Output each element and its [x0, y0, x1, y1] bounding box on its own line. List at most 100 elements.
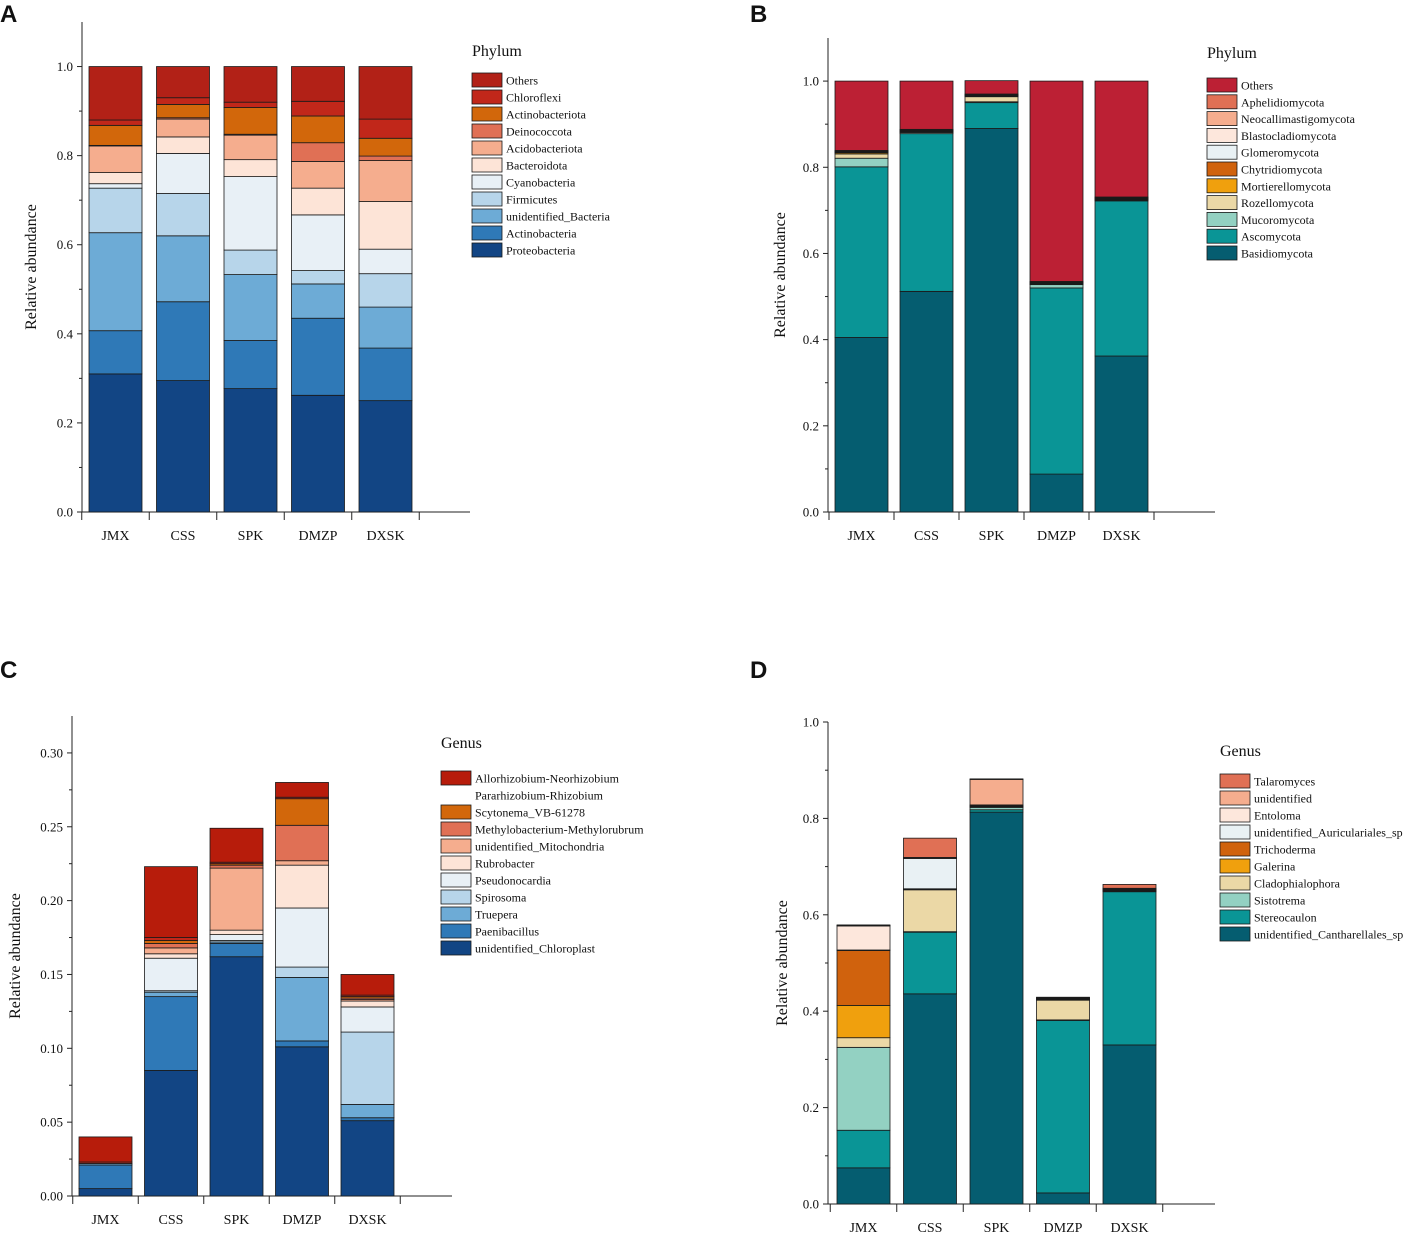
chart-a-legend-item-cyanobacteria: Cyanobacteria	[506, 176, 576, 190]
chart-d-legend-item-unidentified-auriculariales-sp: unidentified_Auriculariales_sp	[1254, 826, 1403, 840]
chart-b-bar-css-ascomycota	[899, 133, 954, 292]
chart-b-legend-item-blastocladiomycota: Blastocladiomycota	[1241, 129, 1337, 143]
chart-c-bar-dmzp-scytonema-vb-61278	[275, 798, 329, 826]
chart-b-bar-spk-basidiomycota	[964, 128, 1019, 513]
chart-a-bar-spk-acidobacteriota	[223, 134, 278, 161]
chart-c-y-axis-label: Relative abundance	[7, 893, 24, 1019]
chart-b-y-tick-label: 0.6	[803, 246, 820, 261]
chart-c-legend-item-rubrobacter: Rubrobacter	[475, 857, 534, 871]
chart-c-legend-swatch-rubrobacter	[440, 855, 472, 871]
chart-d-y-tick-label: 0.2	[803, 1100, 819, 1115]
chart-d-bar-css-cladophialophora	[903, 889, 957, 933]
chart-c-y-tick-label: 0.20	[40, 893, 63, 908]
chart-a-bar-jmx-cyanobacteria	[88, 183, 143, 189]
chart-c-bar-dmzp-pseudonocardia	[275, 907, 329, 968]
chart-a-x-tick-label-jmx: JMX	[101, 529, 129, 544]
chart-a-legend-item-deinococcota: Deinococcota	[506, 125, 573, 139]
chart-a-bar-dmzp-actinobacteria	[291, 317, 345, 396]
chart-b-bar-dmzp-ascomycota	[1029, 287, 1084, 475]
chart-c-bar-dmzp-spirosoma	[275, 966, 329, 978]
chart-c-bar-css-unidentified-mitochondria	[144, 947, 198, 955]
chart-c-legend-swatch-allorhizobium-neorhizobium	[440, 770, 472, 786]
chart-b-y-tick-label: 0.0	[803, 505, 819, 520]
chart-a-bar-spk-actinobacteria	[223, 340, 278, 390]
chart-c-bar-spk-unidentified-mitochondria	[209, 867, 264, 931]
chart-d-legend-swatch-unidentified-auriculariales-sp	[1219, 824, 1251, 840]
chart-a-bar-dxsk-actinobacteriota	[358, 137, 413, 157]
chart-c-x-tick-label-jmx: JMX	[91, 1213, 119, 1228]
chart-a-bar-spk-unidentified-bacteria	[223, 274, 278, 341]
chart-b-bar-dxsk-ascomycota	[1094, 200, 1149, 357]
chart-b-bar-dxsk-basidiomycota	[1094, 355, 1149, 513]
chart-a-bar-dxsk-actinobacteria	[358, 347, 413, 402]
chart-c-bar-spk-paenibacillus	[209, 943, 264, 958]
chart-a-bar-dxsk-acidobacteriota	[358, 160, 413, 202]
chart-c-bar-dmzp-truepera	[275, 977, 329, 1042]
chart-b-legend-swatch-chytridiomycota	[1206, 161, 1238, 177]
chart-d-y-tick-label: 1.0	[803, 715, 819, 730]
chart-b-bar-spk-others	[964, 80, 1019, 95]
chart-b-legend-swatch-glomeromycota	[1206, 144, 1238, 160]
chart-a-legend-item-acidobacteriota: Acidobacteriota	[506, 142, 583, 156]
chart-c-bar-jmx-paenibacillus	[78, 1164, 133, 1190]
chart-a-legend-swatch-others	[471, 72, 503, 88]
chart-d-bar-css-unidentified-cantharellales-sp	[903, 993, 957, 1205]
chart-d-bar-jmx-sistotrema	[836, 1046, 891, 1131]
chart-c-legend-title: Genus	[441, 735, 482, 752]
chart-d-legend-item-talaromyces: Talaromyces	[1254, 775, 1315, 789]
chart-c-legend-item-unidentified-chloroplast: unidentified_Chloroplast	[475, 942, 596, 956]
chart-a-bar-dxsk-others	[358, 66, 413, 120]
chart-b-y-tick-label: 1.0	[803, 74, 819, 89]
chart-a-bar-spk-bacteroidota	[223, 159, 278, 177]
chart-c-bar-jmx-allorhizobium-neorhizobium	[78, 1136, 133, 1163]
chart-b: B 0.0 0.2 0.4 0.6 0.8 1.0 Relative abundance JMX…	[750, 1, 1356, 544]
chart-d-bar-dmzp-talaromyces	[1036, 996, 1090, 999]
chart-a-panel-label: A	[0, 1, 17, 28]
chart-a-x-tick-label-spk: SPK	[238, 529, 264, 544]
chart-c-legend-item-allorhizobium-neorhizobium: Allorhizobium-Neorhizobium	[475, 772, 620, 786]
chart-a-legend-swatch-chloroflexi	[471, 89, 503, 105]
chart-c-bar-css-truepera	[144, 991, 198, 998]
chart-c-legend-swatch-unidentified-chloroplast	[440, 940, 472, 956]
chart-d-bar-jmx-talaromyces	[836, 924, 891, 926]
chart-b-bar-jmx-mucoromycota	[834, 157, 889, 168]
chart-b-legend-swatch-others	[1206, 77, 1238, 93]
chart-c-legend-swatch-truepera	[440, 906, 472, 922]
chart-a-legend-swatch-bacteroidota	[471, 157, 503, 173]
chart-a-y-tick-label: 0.2	[57, 415, 73, 430]
chart-b-legend-swatch-neocallimastigomycota	[1206, 111, 1238, 126]
chart-c-legend-swatch-methylobacterium-methylorubrum	[440, 821, 472, 837]
chart-d-legend-title: Genus	[1220, 743, 1261, 760]
chart-a-bar-spk-chloroflexi	[223, 101, 278, 108]
chart-d-bar-jmx-galerina	[836, 1005, 891, 1039]
chart-a-bar-dxsk-chloroflexi	[358, 118, 413, 139]
chart-d-y-axis-label: Relative abundance	[774, 900, 791, 1026]
chart-d-legend-item-trichoderma: Trichoderma	[1254, 843, 1316, 857]
chart-d-bar-jmx-stereocaulon	[836, 1129, 891, 1169]
chart-b-bar-css-basidiomycota	[899, 290, 954, 513]
chart-d-bar-jmx-trichoderma	[836, 950, 891, 1006]
chart-d-legend-item-galerina: Galerina	[1254, 860, 1296, 874]
chart-c-legend-item-pseudonocardia: Pseudonocardia	[475, 874, 552, 888]
chart-a-bar-dxsk-cyanobacteria	[358, 248, 413, 275]
chart-a-legend-swatch-acidobacteriota	[471, 140, 503, 156]
chart-a-bar-dxsk-firmicutes	[358, 273, 413, 308]
chart-c-legend-item-methylobacterium-methylorubrum: Methylobacterium-Methylorubrum	[475, 823, 644, 837]
chart-a-bar-jmx-actinobacteriota	[88, 124, 143, 146]
chart-c-x-tick-label-css: CSS	[159, 1213, 184, 1228]
chart-c-bar-dxsk-allorhizobium-neorhizobium	[340, 974, 395, 996]
chart-c-legend-item-paenibacillus: Paenibacillus	[475, 925, 539, 939]
chart-d-bar-css-talaromyces	[903, 837, 957, 858]
chart-c-legend-item-pararhizobium-rhizobium: Pararhizobium-Rhizobium	[475, 789, 604, 803]
chart-c-y-tick-label: 0.15	[40, 967, 63, 982]
chart-c-bar-css-pseudonocardia	[144, 957, 198, 992]
chart-b-bar-css-others	[899, 80, 954, 130]
chart-b-legend-item-rozellomycota: Rozellomycota	[1241, 196, 1314, 210]
chart-d-bar-jmx-cladophialophora	[836, 1037, 891, 1048]
chart-d-bar-spk-unidentified-cantharellales-sp	[969, 811, 1024, 1205]
chart-b-legend-item-glomeromycota: Glomeromycota	[1241, 146, 1320, 160]
chart-c-bar-css-allorhizobium-neorhizobium	[144, 866, 198, 938]
chart-a-bar-dmzp-cyanobacteria	[291, 214, 345, 271]
chart-b-x-tick-label-spk: SPK	[979, 529, 1005, 544]
chart-d-legend-swatch-trichoderma	[1219, 841, 1251, 857]
